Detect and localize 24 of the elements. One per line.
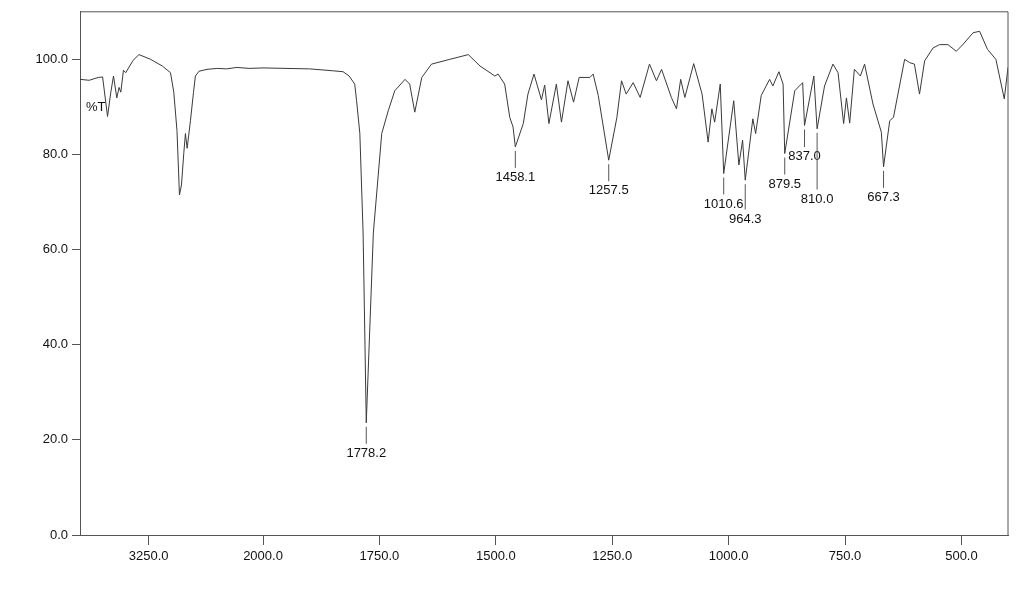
x-tick-label: 3250.0 [128, 548, 169, 564]
annotation: 1257.5 [588, 182, 629, 198]
y-tick-label: 40.0 [42, 336, 68, 352]
annotation: 964.3 [728, 210, 762, 226]
y-tick-label: 100.0 [35, 50, 68, 66]
annotation: 837.0 [788, 148, 821, 164]
x-tick-label: 1500.0 [475, 548, 516, 564]
annotation: 810.0 [800, 190, 834, 206]
annotation: 1010.6 [703, 195, 744, 211]
y-tick-label: 20.0 [42, 431, 68, 447]
annotation: 1458.1 [495, 168, 536, 184]
x-tick-label: 750.0 [828, 548, 862, 564]
y-axis-title: %T [86, 99, 106, 115]
annotation: 667.3 [867, 188, 900, 204]
y-tick-label: 80.0 [42, 146, 68, 162]
annotation: 879.5 [768, 175, 802, 191]
annotation: 1778.2 [346, 444, 387, 460]
x-tick-label: 1250.0 [592, 548, 633, 564]
x-tick-label: 2000.0 [243, 548, 283, 564]
y-tick-label: 0.0 [49, 526, 68, 542]
x-tick-label: 1000.0 [708, 548, 749, 564]
x-tick-label: 500.0 [945, 548, 978, 564]
y-tick-label: 60.0 [42, 241, 68, 257]
x-tick-label: 1750.0 [359, 548, 400, 564]
